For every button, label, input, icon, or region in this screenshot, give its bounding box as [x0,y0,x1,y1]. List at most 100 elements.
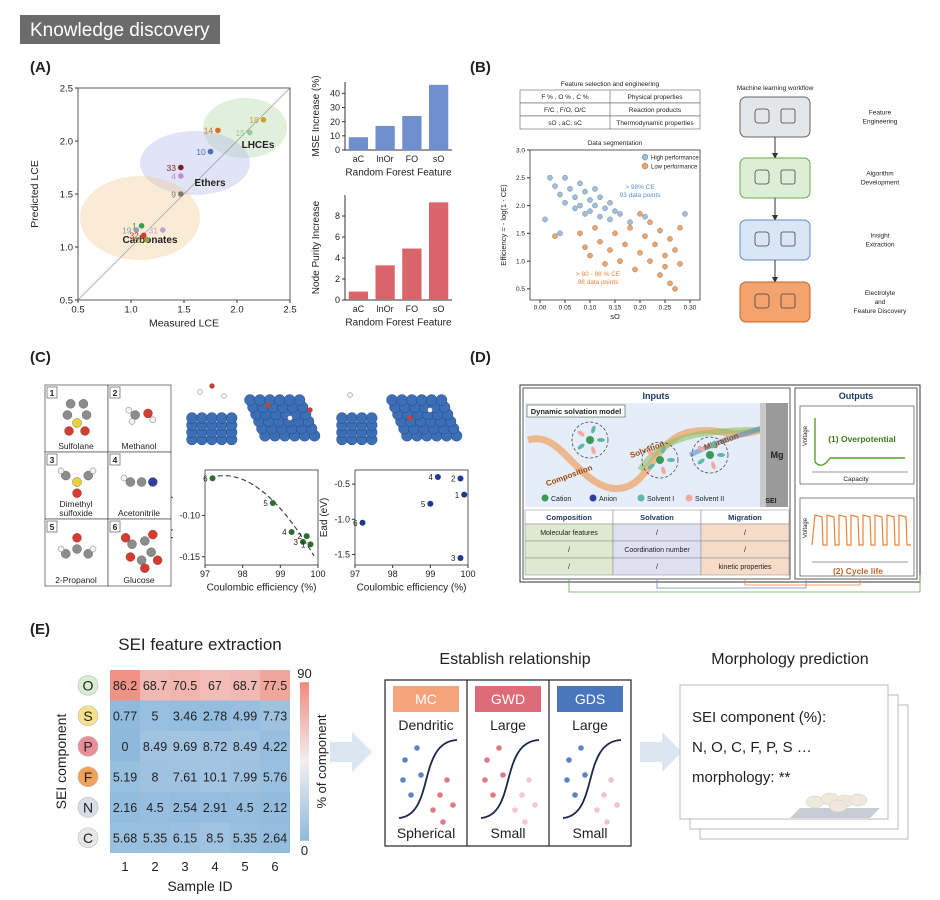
class-label: Spherical [397,825,455,841]
y-tick-label: 0 [335,295,340,305]
point-label: 4 [171,171,176,181]
data-point [682,211,688,217]
step-icon [780,293,796,309]
row-badge [77,705,99,727]
atom [89,545,97,553]
row-label: S [83,708,92,724]
workflow-step [739,219,811,261]
decision-curve [562,739,622,819]
surface-atom [186,412,198,424]
bar [428,202,449,300]
y-axis-label: Efficiency = - log(1 - CE) [499,184,508,266]
heat-cell [200,670,230,701]
annotation: 98 data points [578,279,620,286]
table-cell: F % , O % , C % [541,94,589,101]
solvent [711,461,716,470]
solvent [591,446,596,455]
atom [81,410,92,420]
point-label: 2 [451,475,456,484]
row-badge [77,766,99,788]
atom [136,555,147,565]
row-label: P [83,738,92,754]
cell-value: 3.46 [173,709,197,723]
output-plot [799,497,915,577]
sample-dot [482,777,488,783]
data-point [617,211,623,217]
y-tick-label: 6 [335,232,340,242]
surface-atom [356,412,368,424]
solvent [711,440,716,449]
cation [706,451,714,459]
y-tick-label: 4 [335,253,340,263]
point-label: 18 [249,115,259,125]
step-label: and [875,299,886,306]
column-label: 6 [271,859,278,874]
heat-cell [140,731,170,762]
table-header: Solvation [640,513,674,522]
heat-cell [260,731,290,762]
solvent [667,458,675,462]
heat-cell [260,670,290,701]
surface-atom [225,412,238,424]
x-axis-label: sO [610,312,620,321]
heat-cell [230,700,260,731]
y-tick-label: -0.15 [179,552,200,562]
cycle-curve [811,514,911,546]
data-point [582,244,588,251]
data-point [597,194,603,201]
heat-cell [170,822,200,853]
panel-label: (D) [470,349,491,366]
x-tick-label: 0.25 [659,305,672,312]
method-name: GWD [491,691,525,707]
data-point [547,174,553,181]
cell-value: 4.99 [233,709,257,723]
heat-cell [200,792,230,823]
cell-value: 2.54 [173,801,197,815]
sample-dot [402,757,408,763]
x-tick-label: lnOr [377,154,394,164]
point-label: 2 [297,532,302,541]
solvent [661,466,666,475]
table-header: Migration [728,513,762,522]
cell-value: 7.61 [173,770,197,784]
heat-cell [260,761,290,792]
x-tick-label: 1.0 [124,305,137,316]
data-point [299,538,306,545]
big-arrow [640,732,682,772]
cell-value: 67 [208,679,222,693]
colorbar [300,682,309,841]
atom [125,407,133,414]
sample-dot [519,792,525,798]
table-cell: / [568,564,570,571]
annotation: 93 data points [620,192,662,199]
cell-value: 2.64 [263,831,287,845]
molecule-name: Methanol [122,441,157,451]
header-title: Knowledge discovery [30,20,210,41]
step-icon [754,108,770,124]
column-label: 1 [121,859,128,874]
electrode [766,403,788,507]
cell-value: 8.49 [233,740,257,754]
deposit [828,799,848,813]
sample-dot [500,772,506,778]
legend-marker [641,162,649,170]
method-badge [557,686,623,712]
heat-cell [230,822,260,853]
sample-dot [526,777,532,783]
atom [62,410,73,420]
table-cell: Thermodynamic properties [616,120,694,127]
data-point [178,173,184,179]
surface-atom [435,394,448,406]
molecule-name: Sulfolane [58,441,94,451]
atom [143,408,153,419]
legend-label: Solvent II [695,496,724,503]
solvent [647,463,655,470]
atom [146,547,156,557]
data-point [567,186,573,192]
sample-dot [601,792,607,798]
cluster-shade [140,131,250,195]
column-label: 3 [181,859,188,874]
step-icon [780,169,796,185]
heat-cell [230,731,260,762]
data-point [144,236,150,243]
